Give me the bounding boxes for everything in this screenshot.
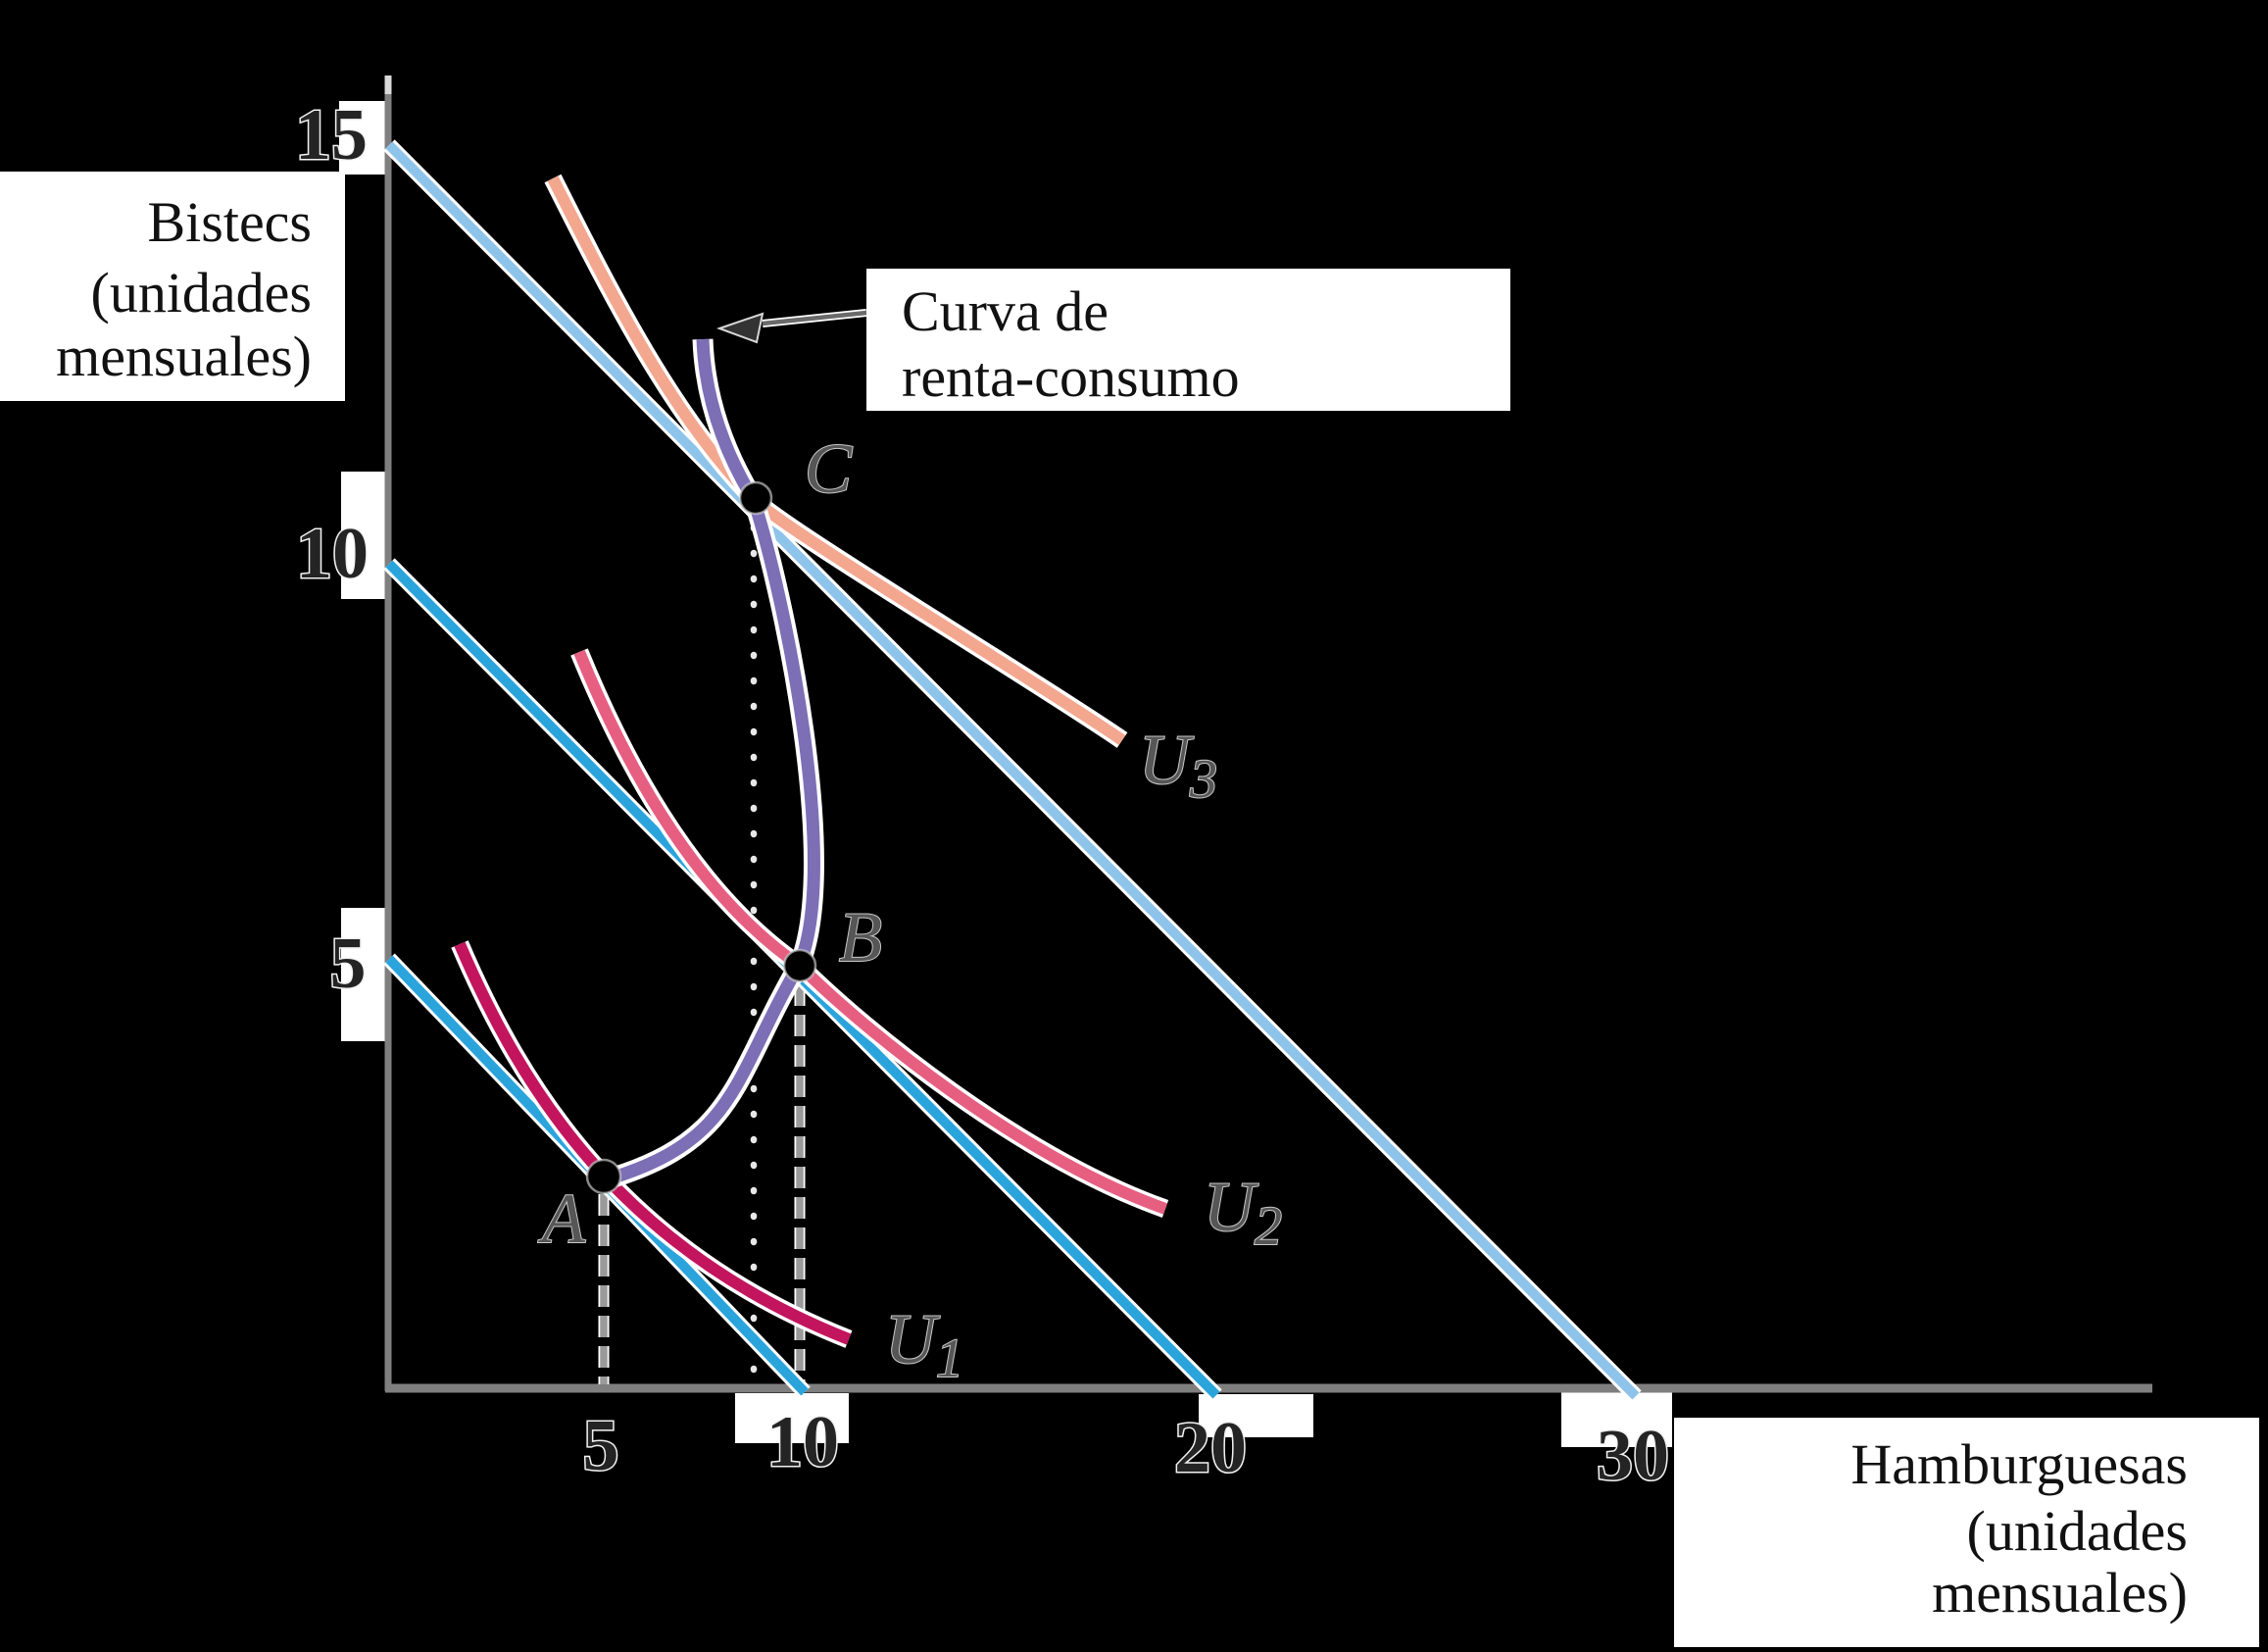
svg-text:15: 15 [295, 95, 368, 175]
svg-text:5: 5 [583, 1406, 619, 1486]
svg-text:10: 10 [766, 1402, 839, 1482]
svg-text:Curva de: Curva de [902, 279, 1109, 343]
svg-text:renta-consumo: renta-consumo [902, 345, 1240, 409]
svg-text:mensuales): mensuales) [1932, 1561, 2188, 1625]
svg-text:20: 20 [1174, 1408, 1247, 1488]
svg-text:10: 10 [296, 514, 369, 594]
svg-text:mensuales): mensuales) [56, 325, 312, 388]
svg-text:B: B [839, 898, 882, 976]
svg-text:Bistecs: Bistecs [147, 190, 312, 254]
svg-text:U2: U2 [1204, 1168, 1282, 1257]
svg-text:A: A [538, 1179, 586, 1258]
svg-text:(unidades: (unidades [91, 261, 313, 325]
svg-text:C: C [805, 429, 853, 508]
svg-text:U1: U1 [885, 1300, 963, 1389]
svg-text:Hamburguesas: Hamburguesas [1850, 1432, 2188, 1496]
svg-text:30: 30 [1597, 1416, 1669, 1496]
svg-text:(unidades: (unidades [1967, 1499, 2189, 1563]
svg-text:5: 5 [330, 924, 367, 1004]
